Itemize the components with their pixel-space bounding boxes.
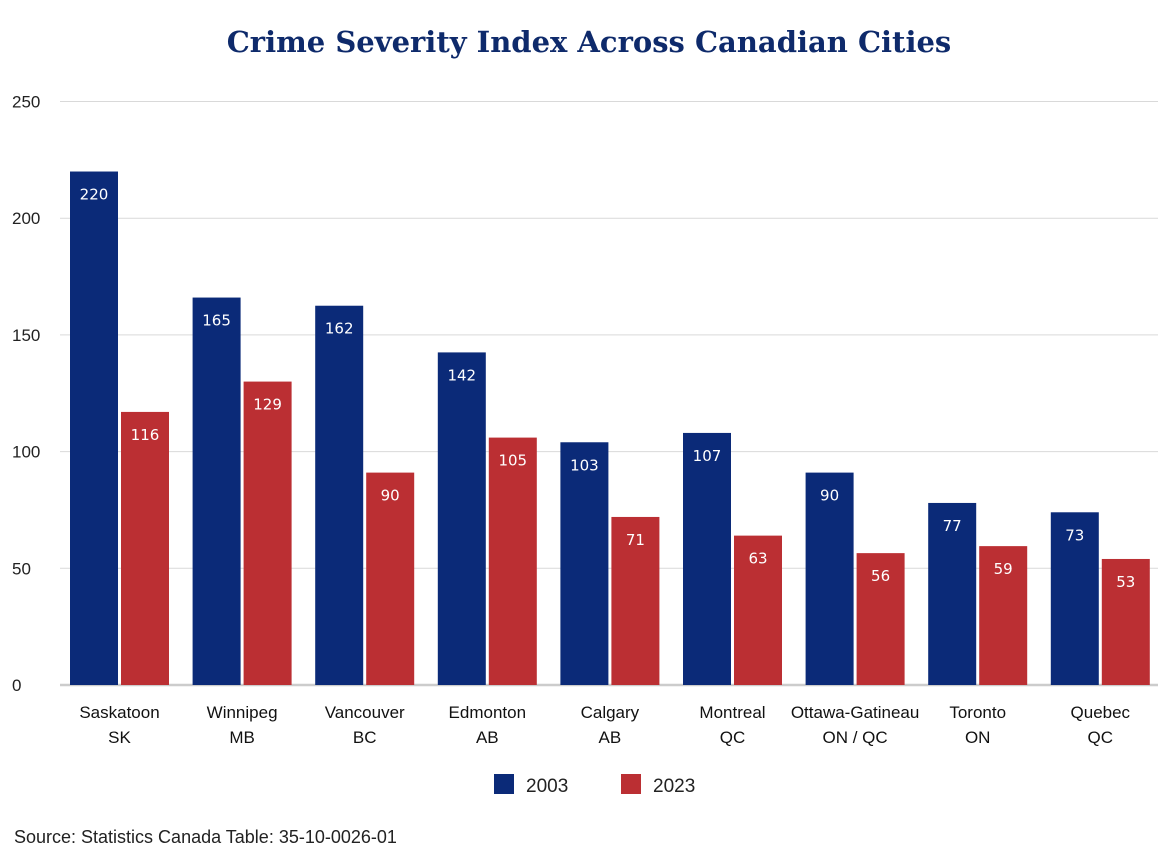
data-label: 73	[1065, 526, 1084, 544]
x-tick-label: Edmonton	[449, 703, 527, 722]
y-tick-label: 0	[12, 676, 21, 695]
data-label: 220	[80, 186, 109, 204]
x-tick-label: QC	[1088, 728, 1114, 747]
x-tick-label: MB	[229, 728, 255, 747]
y-tick-label: 250	[12, 93, 40, 112]
legend: 2003 2023	[494, 774, 695, 797]
x-tick-label: AB	[599, 728, 622, 747]
data-label: 165	[202, 312, 231, 330]
bar-2003-7	[928, 502, 977, 685]
data-label: 129	[253, 396, 282, 414]
y-axis: 0 50 100 150 200 250	[12, 93, 40, 696]
y-tick-label: 50	[12, 559, 31, 578]
bar-2023-3	[488, 437, 537, 685]
bar-2023-0	[121, 411, 169, 685]
legend-label-2023: 2023	[653, 776, 695, 797]
x-tick-label: Vancouver	[325, 703, 405, 722]
bar-2003-4	[560, 442, 609, 685]
bar-2023-1	[243, 381, 292, 685]
x-tick-label: ON	[965, 728, 991, 747]
bar-2003-8	[1050, 512, 1099, 685]
data-label: 90	[381, 487, 400, 505]
data-label: 103	[570, 456, 599, 474]
bar-2023-6	[856, 553, 905, 685]
bars: 220 116 165 129 162 90 142 105 103 71 107 63 90 56 77 5…	[70, 171, 1150, 685]
data-label: 142	[447, 366, 476, 384]
legend-label-2003: 2003	[526, 776, 568, 797]
data-label: 162	[325, 320, 354, 338]
bar-2023-7	[979, 546, 1028, 685]
data-label: 105	[498, 452, 527, 470]
bar-2003-6	[805, 472, 854, 685]
data-label: 71	[626, 531, 645, 549]
bar-2023-8	[1101, 558, 1150, 685]
data-label: 53	[1116, 573, 1135, 591]
x-tick-label: ON / QC	[823, 728, 888, 747]
bar-2003-0	[70, 171, 118, 685]
x-tick-label: Toronto	[949, 703, 1006, 722]
data-label: 116	[131, 426, 160, 444]
x-tick-label: Montreal	[699, 703, 765, 722]
bar-2003-2	[315, 305, 364, 685]
legend-swatch-2003	[494, 774, 514, 794]
source-note: Source: Statistics Canada Table: 35-10-0…	[14, 827, 397, 847]
bar-2003-3	[437, 352, 486, 685]
x-tick-label: Calgary	[581, 703, 640, 722]
data-label: 90	[820, 487, 839, 505]
bar-2023-5	[734, 535, 782, 685]
data-label: 56	[871, 567, 890, 585]
y-tick-label: 150	[12, 326, 40, 345]
legend-swatch-2023	[621, 774, 641, 794]
y-tick-label: 200	[12, 209, 40, 228]
x-tick-label: Ottawa-Gatineau	[791, 703, 920, 722]
x-tick-label: QC	[720, 728, 746, 747]
bar-2023-4	[611, 516, 660, 685]
chart-title: Crime Severity Index Across Canadian Cit…	[227, 25, 952, 59]
bar-2003-1	[192, 297, 241, 685]
data-label: 59	[994, 560, 1013, 578]
x-axis: Saskatoon SK Winnipeg MB Vancouver BC Edmonton…	[79, 703, 1130, 747]
x-tick-label: Saskatoon	[79, 703, 159, 722]
x-tick-label: BC	[353, 728, 377, 747]
data-label: 63	[748, 550, 767, 568]
x-tick-label: AB	[476, 728, 499, 747]
x-tick-label: SK	[108, 728, 131, 747]
x-tick-label: Quebec	[1071, 703, 1131, 722]
y-tick-label: 100	[12, 443, 40, 462]
x-tick-label: Winnipeg	[207, 703, 278, 722]
data-label: 107	[693, 447, 722, 465]
data-label: 77	[943, 517, 962, 535]
bar-2003-5	[683, 432, 731, 685]
bar-2023-2	[366, 472, 415, 685]
